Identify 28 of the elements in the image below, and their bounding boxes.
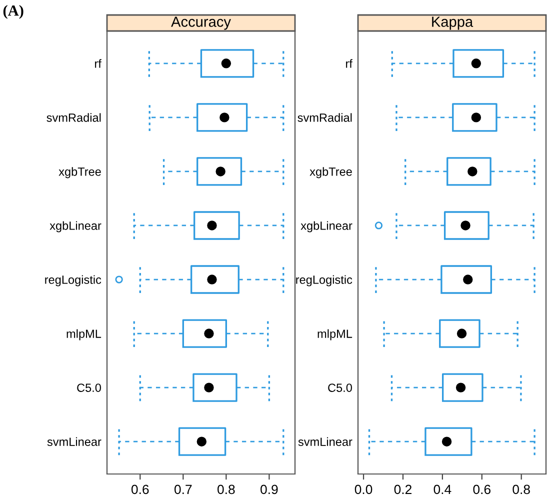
y-tick-label: svmLinear [298, 437, 352, 446]
x-tick-label: 0.6 [473, 484, 490, 494]
y-tick-label: xgbLinear [50, 221, 102, 232]
y-tick-label: svmRadial [46, 113, 101, 122]
y-tick-label: xgbLinear [300, 221, 352, 232]
x-tick-label: 0.0 [354, 484, 372, 494]
x-tick-label: 0.7 [174, 484, 192, 494]
y-tick-label: C5.0 [328, 384, 352, 392]
chart-title: Accuracy [171, 16, 231, 30]
y-tick-label: regLogistic [296, 275, 352, 286]
y-tick-label: xgbTree [58, 167, 101, 178]
y-tick-label: C5.0 [77, 384, 101, 392]
x-tick-label: 0.9 [260, 484, 278, 494]
y-tick-label: svmRadial [298, 113, 352, 122]
text: (A) [3, 4, 24, 19]
y-tick-label: mlpML [66, 329, 102, 340]
y-tick-label: mlpML [318, 329, 352, 340]
x-tick-label: 0.8 [512, 484, 530, 494]
y-tick-label: rf [346, 59, 352, 68]
y-tick-label: xgbTree [310, 167, 352, 178]
chart-title: Kappa [432, 16, 474, 30]
x-tick-label: 0.2 [394, 484, 412, 494]
x-tick-label: 0.6 [131, 484, 149, 494]
y-tick-label: rf [95, 59, 102, 68]
x-tick-label: 0.8 [218, 484, 235, 494]
y-tick-label: svmLinear [47, 437, 102, 446]
y-tick-label: regLogistic [45, 275, 102, 286]
x-tick-label: 0.4 [434, 484, 452, 494]
